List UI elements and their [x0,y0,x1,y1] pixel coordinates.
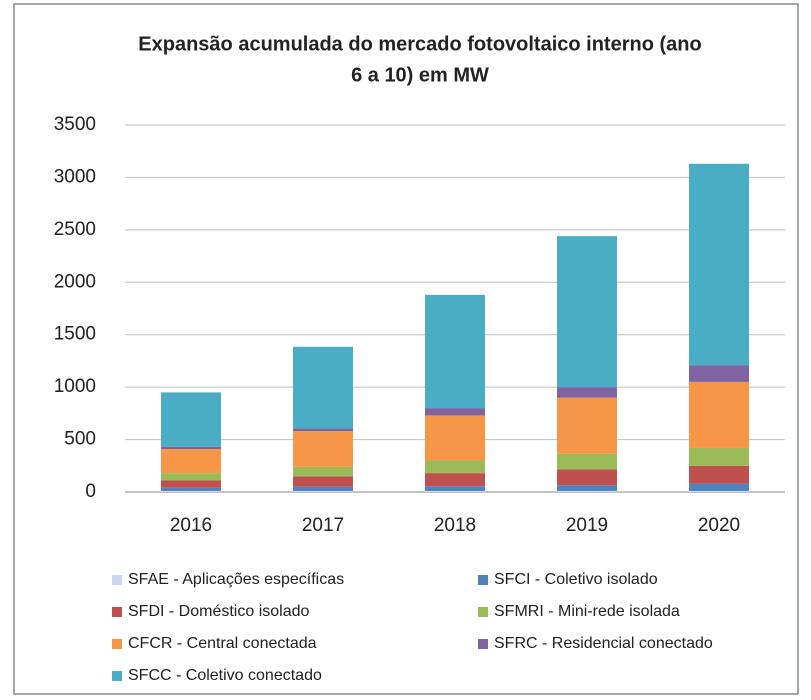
bar-segment [161,446,221,450]
chart-title: Expansão acumulada do mercado fotovoltai… [138,33,701,55]
legend-label: SFRC - Residencial conectado [494,635,713,652]
legend-swatch [112,607,122,617]
bar-segment [689,483,749,491]
legend-label: SFMRI - Mini-rede isolada [494,603,680,620]
bar-segment [689,465,749,484]
legend-label: SFDI - Doméstico isolado [128,603,309,620]
bar-segment [689,365,749,382]
y-tick-label: 1500 [54,324,96,345]
bar-segment [557,453,617,470]
x-tick-label: 2016 [170,515,212,536]
x-tick-label: 2018 [434,515,476,536]
chart-frame [13,3,799,695]
bar-segment [689,490,749,492]
bar-segment [425,294,485,409]
legend-label: CFCR - Central conectada [128,635,317,652]
legend-swatch [478,607,488,617]
x-tick-label: 2017 [302,515,344,536]
bar-segment [161,480,221,488]
bar-segment [557,236,617,388]
bar-segment [293,490,353,492]
bar-segment [293,428,353,432]
bar-segment [293,466,353,477]
legend-swatch [112,575,122,585]
bar-segment [689,163,749,366]
bar-segment [425,473,485,487]
bar-segment [557,490,617,492]
legend-swatch [112,671,122,681]
bar-segment [557,485,617,491]
x-tick-label: 2019 [566,515,608,536]
y-tick-label: 3500 [54,114,96,135]
y-tick-label: 3000 [54,166,96,187]
bar-segment [689,381,749,448]
bar-segment [293,431,353,467]
bar-segment [161,487,221,491]
bar-segment [425,486,485,491]
y-tick-label: 2000 [54,271,96,292]
bar-segment [161,473,221,481]
bar-segment [161,449,221,474]
x-tick-label: 2020 [698,515,740,536]
y-tick-label: 500 [64,429,96,450]
y-tick-label: 1000 [54,376,96,397]
bar-segment [161,490,221,492]
bar-segment [293,476,353,487]
bar-segment [557,469,617,486]
legend-swatch [112,639,122,649]
y-tick-label: 2500 [54,219,96,240]
y-tick-label: 0 [85,481,96,502]
bar-segment [425,415,485,461]
bar-segment [161,392,221,447]
bar-segment [557,387,617,398]
chart-title: 6 a 10) em MW [351,64,489,86]
bar-segment [425,490,485,492]
bar-segment [293,486,353,491]
legend-label: SFCC - Coletivo conectado [128,667,322,684]
bar-segment [689,447,749,466]
legend-label: SFCI - Coletivo isolado [494,571,658,588]
legend-swatch [478,639,488,649]
legend-swatch [478,575,488,585]
bar-segment [425,460,485,474]
bar-segment [425,408,485,416]
legend-label: SFAE - Aplicações específicas [128,571,344,588]
bar-segment [557,397,617,454]
bar-segment [293,346,353,429]
